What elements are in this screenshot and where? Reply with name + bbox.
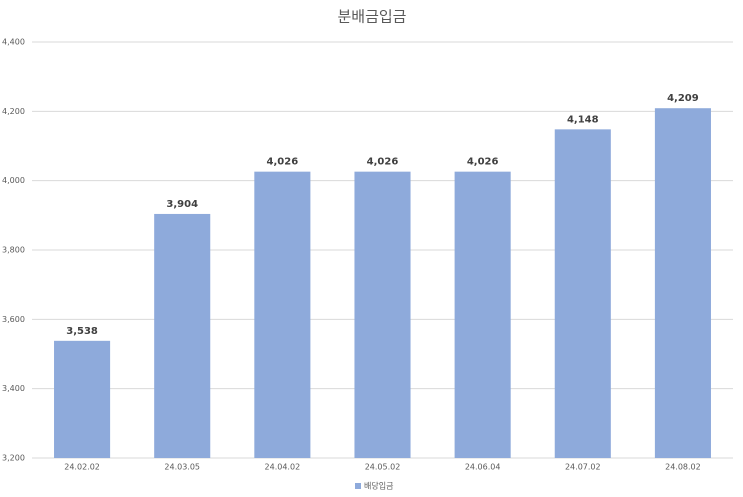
data-label: 4,209 bbox=[667, 93, 699, 104]
chart-title: 분배금입금 bbox=[337, 8, 406, 26]
data-label: 3,904 bbox=[166, 199, 198, 210]
bar bbox=[54, 340, 111, 458]
bar bbox=[654, 108, 711, 459]
y-tick-label: 4,200 bbox=[2, 107, 25, 116]
x-tick-label: 24.02.02 bbox=[64, 463, 100, 472]
y-tick-label: 3,200 bbox=[2, 454, 25, 463]
x-tick-label: 24.03.05 bbox=[164, 463, 200, 472]
x-tick-label: 24.04.02 bbox=[265, 463, 301, 472]
data-label: 4,026 bbox=[367, 157, 399, 168]
y-tick-label: 3,800 bbox=[2, 246, 25, 255]
x-tick-label: 24.06.04 bbox=[465, 463, 501, 472]
data-label: 3,538 bbox=[66, 326, 98, 337]
y-tick-label: 4,400 bbox=[2, 38, 25, 47]
data-label: 4,026 bbox=[467, 157, 499, 168]
y-tick-label: 3,600 bbox=[2, 315, 25, 324]
legend-swatch bbox=[355, 483, 361, 489]
bar bbox=[154, 213, 211, 458]
x-tick-label: 24.08.02 bbox=[665, 463, 701, 472]
data-label: 4,026 bbox=[267, 157, 299, 168]
bar bbox=[354, 171, 411, 459]
legend-label: 배당입금 bbox=[364, 481, 393, 491]
bar bbox=[554, 129, 611, 459]
bar bbox=[454, 171, 511, 459]
data-label: 4,148 bbox=[567, 114, 599, 125]
x-tick-label: 24.05.02 bbox=[365, 463, 401, 472]
y-tick-label: 3,400 bbox=[2, 384, 25, 393]
y-tick-label: 4,000 bbox=[2, 176, 25, 185]
bar bbox=[254, 171, 311, 459]
x-tick-label: 24.07.02 bbox=[565, 463, 601, 472]
